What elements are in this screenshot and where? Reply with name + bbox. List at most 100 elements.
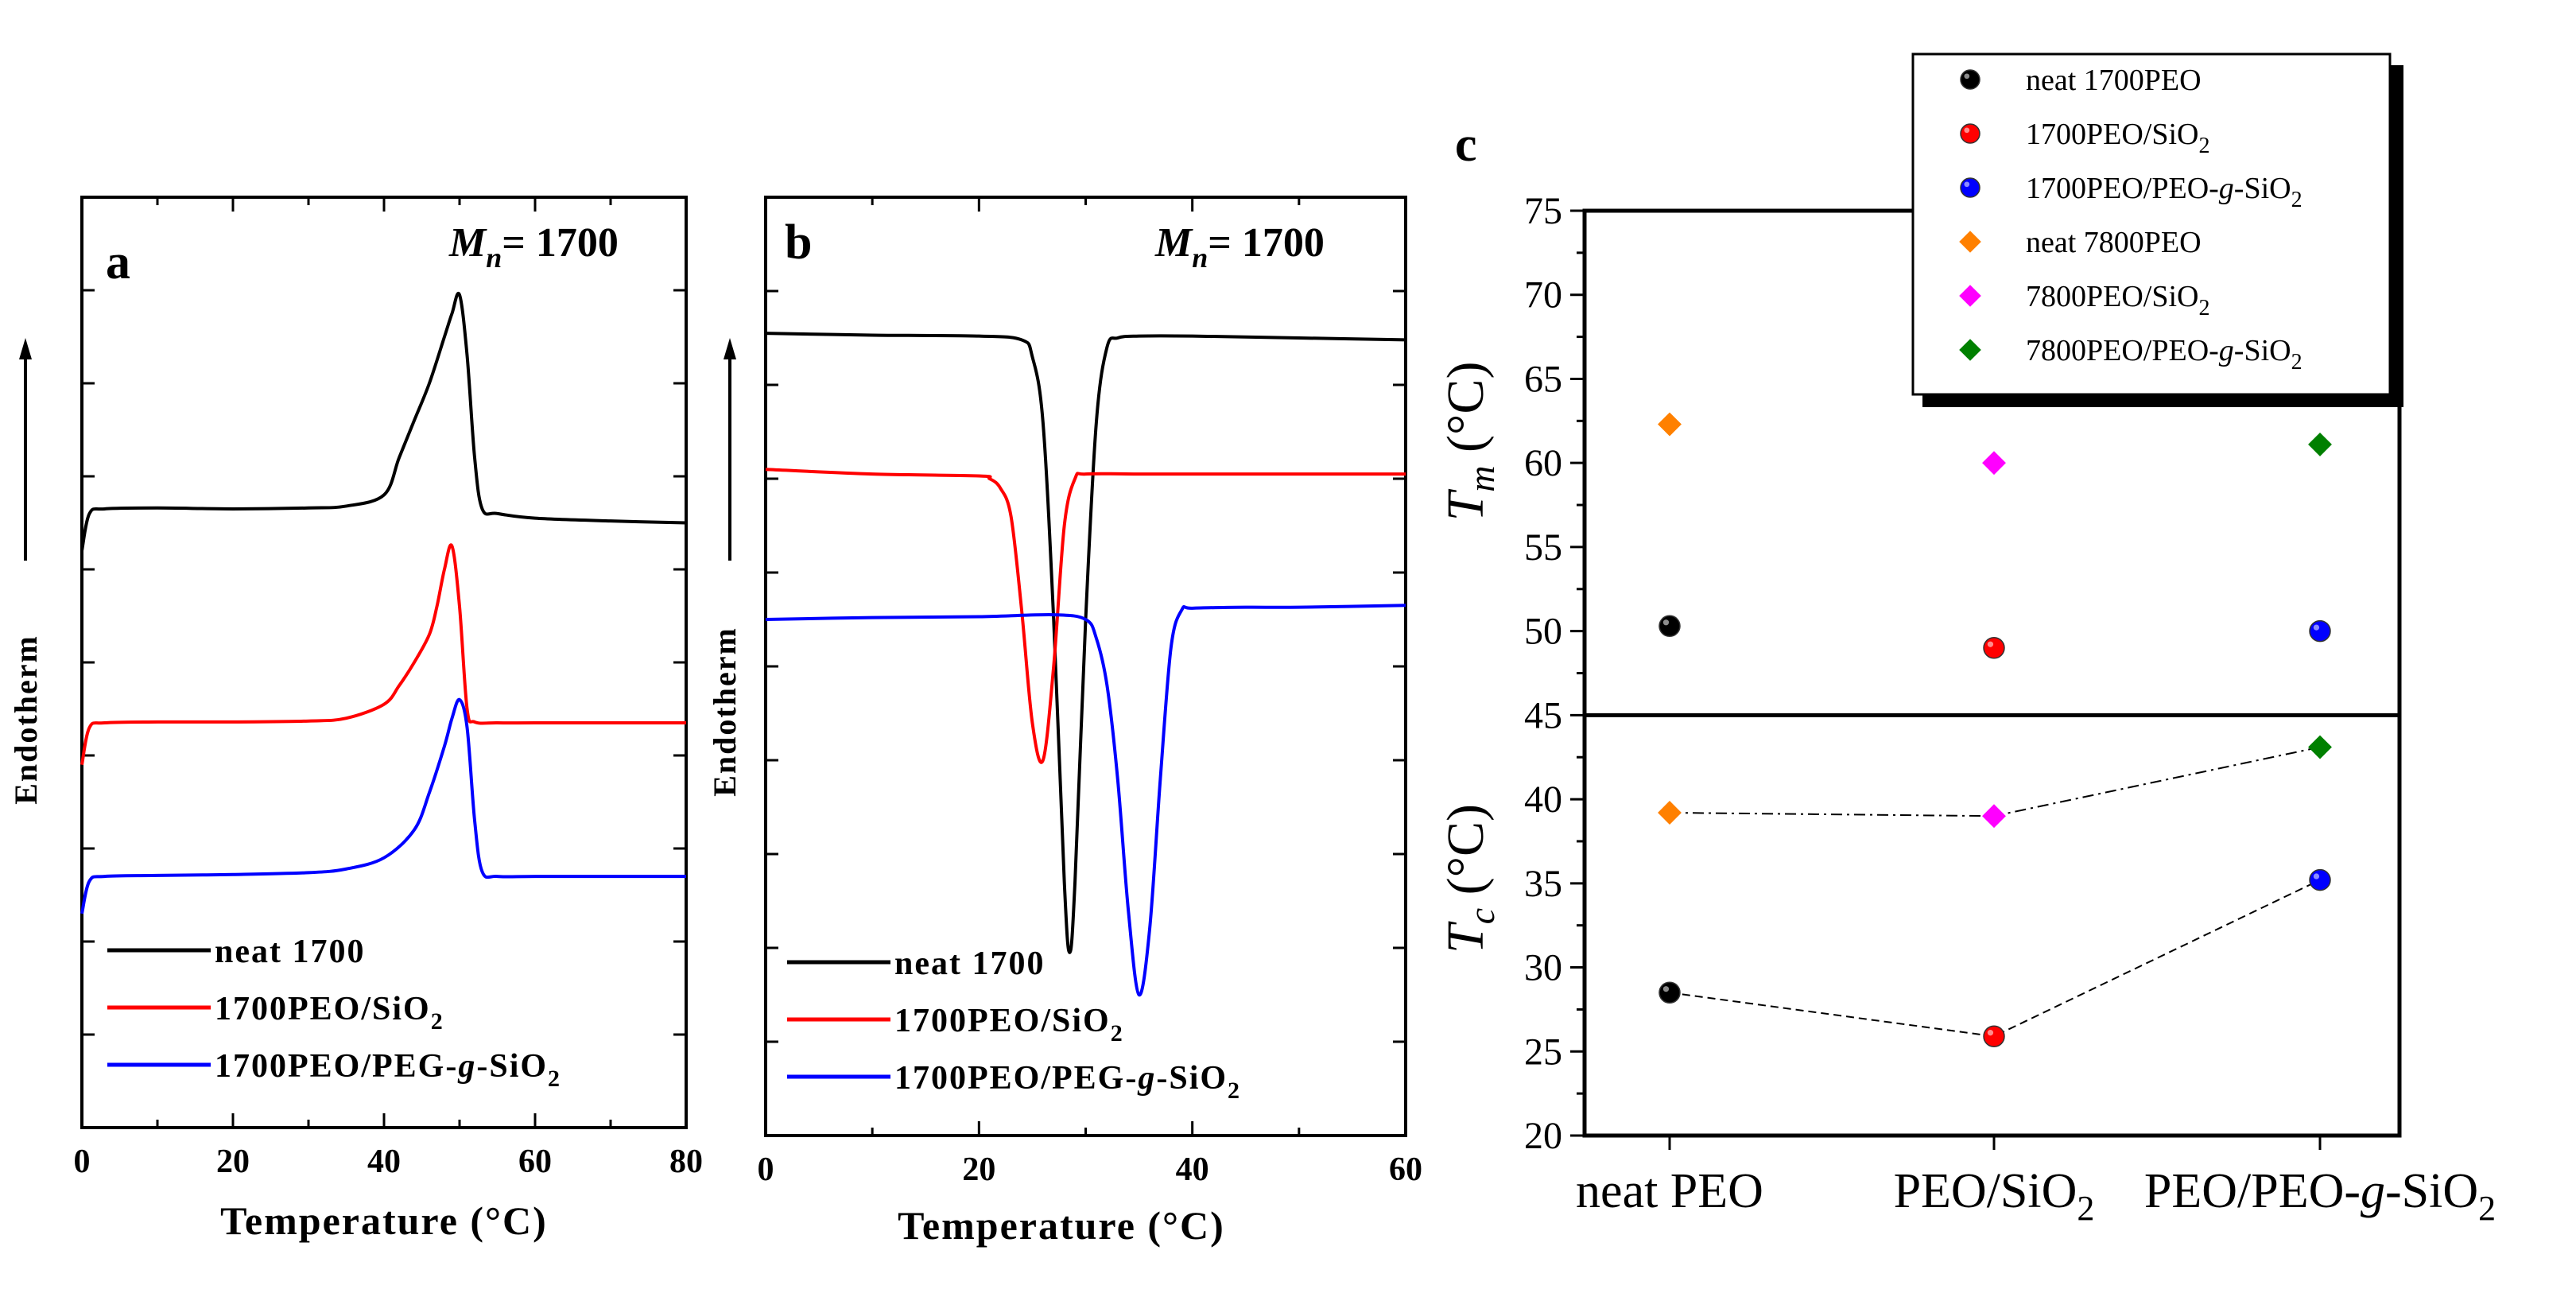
y-tick-label: 65	[1524, 358, 1562, 400]
y-tick-label: 40	[1524, 779, 1562, 821]
point-tm-3	[1658, 412, 1682, 437]
point-tc-1	[1983, 1025, 2005, 1047]
point-tc-5	[2308, 735, 2332, 759]
legend-marker-0-highlight	[1964, 73, 1970, 80]
panel-c-letter: c	[1455, 118, 1477, 172]
legend-marker-5	[1959, 339, 1981, 361]
legend-label-0: neat 1700	[894, 945, 1046, 982]
panel-b-letter: b	[785, 216, 812, 270]
tc-line-1700	[1669, 879, 2321, 1038]
legend-marker-3	[1959, 231, 1981, 253]
y-tick-label: 55	[1524, 526, 1562, 569]
panel-c-ylabel-tm: Tm (°C)	[1437, 362, 1502, 522]
legend-label-1: 1700PEO/SiO2	[2026, 118, 2209, 158]
legend-label-1: 1700PEO/SiO2	[215, 991, 444, 1035]
panel-b-y-ticks	[766, 289, 1406, 1043]
point-tm-0	[1658, 615, 1681, 638]
legend-marker-1	[1960, 123, 1980, 144]
panel-a-letter: a	[106, 235, 130, 289]
series-curve-1	[765, 468, 1406, 764]
x-category-label-0: neat PEO	[1576, 1164, 1763, 1218]
x-tick-label: 80	[669, 1144, 703, 1180]
panel-c-legend-entries: neat 1700PEO 1700PEO/SiO2 1700PEO/PEO-g-Si…	[1959, 64, 2302, 375]
legend-label-2: 1700PEO/PEG-g-SiO2	[894, 1060, 1241, 1104]
point-tc-2-highlight	[2313, 873, 2320, 879]
point-tm-0-highlight	[1662, 619, 1670, 626]
legend-label-0: neat 1700	[215, 934, 366, 970]
point-tc-0	[1658, 981, 1681, 1004]
legend-marker-0	[1960, 69, 1980, 90]
y-tick-label: 30	[1524, 947, 1562, 989]
panel-b-xlabel: Temperature (°C)	[898, 1203, 1225, 1248]
panel-a-curves	[80, 291, 687, 914]
panel-a-ylabel: Endotherm	[8, 338, 44, 805]
legend-label-0: neat 1700PEO	[2026, 64, 2202, 97]
series-curve-1	[80, 543, 686, 766]
point-tm-1-highlight	[1987, 641, 1994, 647]
panel-b-ylabel-arrowhead	[724, 338, 736, 359]
legend-label-2: 1700PEO/PEG-g-SiO2	[215, 1048, 561, 1092]
x-tick-label: 60	[1389, 1151, 1422, 1188]
y-tick-label: 25	[1524, 1031, 1562, 1073]
panel-a-ylabel-arrowhead	[19, 338, 32, 359]
y-tick-label: 20	[1524, 1115, 1562, 1157]
panel-c-points	[1658, 412, 2332, 1047]
y-tick-label: 70	[1524, 274, 1562, 316]
legend-label-4: 7800PEO/SiO2	[2026, 280, 2209, 320]
panel-b-dsc-cooling: 0 20 40 60 b Mn= 1700 Endotherm Temperature…	[707, 196, 1422, 1248]
x-tick-label: 60	[518, 1144, 552, 1180]
x-tick-label: 40	[1176, 1151, 1209, 1188]
panel-c-legend-box	[1911, 52, 2392, 396]
series-curve-0	[80, 291, 687, 551]
panel-a-y-ticks	[82, 289, 686, 1036]
panel-a-xlabel: Temperature (°C)	[220, 1198, 548, 1243]
panel-c-legend: neat 1700PEO 1700PEO/SiO2 1700PEO/PEO-g-Si…	[1911, 52, 2403, 407]
x-tick-label: 0	[74, 1144, 91, 1180]
legend-label-1: 1700PEO/SiO2	[894, 1003, 1124, 1046]
panel-b-ylabel-text: Endotherm	[707, 627, 743, 797]
panel-b-legend: neat 1700 1700PEO/SiO2 1700PEO/PEG-g-SiO2	[787, 945, 1241, 1104]
y-tick-label: 75	[1524, 190, 1562, 232]
panel-c-y-ticks: 20 25 30 35 40 45 50 55 60 65 70 75	[1524, 190, 1585, 1157]
point-tc-0-highlight	[1662, 986, 1670, 992]
point-tc-3	[1658, 801, 1682, 825]
y-tick-label: 45	[1524, 694, 1562, 736]
panel-a-dsc-heating: 0 20 40 60 80 a Mn= 1700 Endotherm Temperatu…	[8, 196, 703, 1243]
point-tc-1-highlight	[1987, 1030, 1994, 1036]
y-tick-label: 50	[1524, 611, 1562, 653]
legend-label-2: 1700PEO/PEO-g-SiO2	[2026, 172, 2302, 212]
series-curve-0	[765, 332, 1406, 954]
panel-a-ylabel-text: Endotherm	[8, 635, 44, 805]
legend-marker-2-highlight	[1964, 181, 1970, 188]
x-category-label-1: PEO/SiO2	[1894, 1164, 2095, 1228]
point-tc-4	[1982, 804, 2006, 829]
panel-a-plot-frame	[80, 196, 688, 1129]
series-curve-2	[765, 604, 1406, 997]
panel-a-x-ticks: 0 20 40 60 80	[74, 197, 703, 1180]
panel-c-x-categories: neat PEO PEO/SiO2 PEO/PEO-g-SiO2	[1576, 1136, 2496, 1228]
legend-label-3: neat 7800PEO	[2026, 226, 2202, 259]
panel-b-curves	[765, 332, 1406, 997]
point-tm-1	[1983, 637, 2005, 659]
panel-b-mn-annotation: Mn= 1700	[1154, 220, 1325, 274]
x-category-label-2: PEO/PEO-g-SiO2	[2144, 1164, 2496, 1228]
point-tm-2	[2309, 619, 2331, 643]
point-tm-5	[2308, 432, 2332, 456]
panel-c-melting-crystallization: c 20 25 30 35 40 45 50 55 60 65 70 75 neat PEO PEO/S…	[1437, 52, 2496, 1228]
legend-label-5: 7800PEO/PEO-g-SiO2	[2026, 334, 2302, 375]
point-tm-4	[1982, 451, 2006, 476]
panel-b-x-ticks: 0 20 40 60	[758, 197, 1422, 1188]
x-tick-label: 40	[367, 1144, 401, 1180]
panel-b-ylabel: Endotherm	[707, 338, 743, 797]
series-curve-2	[80, 697, 686, 914]
legend-marker-1-highlight	[1964, 127, 1970, 134]
x-tick-label: 20	[216, 1144, 250, 1180]
x-tick-label: 0	[758, 1151, 774, 1188]
point-tm-2-highlight	[2313, 624, 2320, 631]
panel-c-ylabel-tc: Tc (°C)	[1437, 804, 1502, 953]
x-tick-label: 20	[962, 1151, 995, 1188]
panel-c-dashed-lines	[1669, 746, 2321, 1038]
legend-marker-4	[1959, 285, 1981, 307]
y-tick-label: 35	[1524, 863, 1562, 905]
